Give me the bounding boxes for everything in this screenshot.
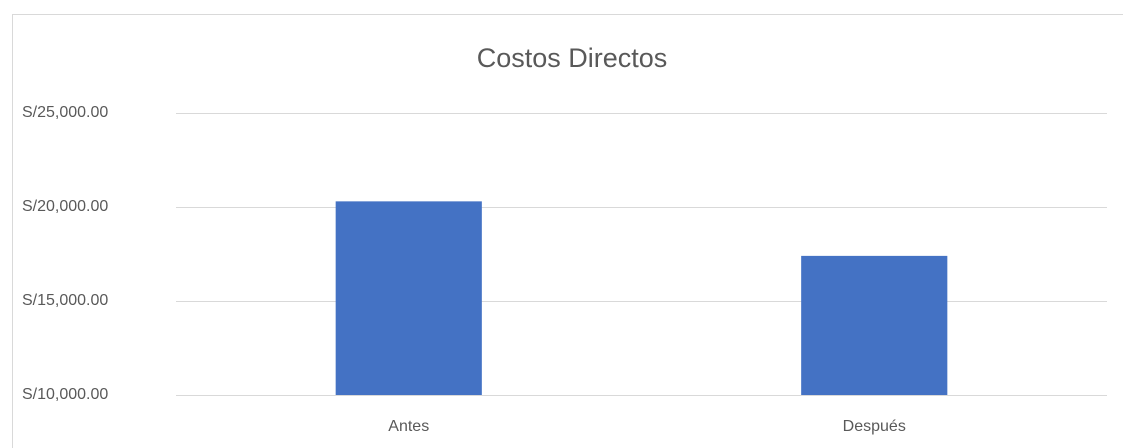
chart-title: Costos Directos bbox=[477, 43, 668, 73]
bar bbox=[335, 201, 482, 395]
y-tick-label: S/10,000.00 bbox=[22, 386, 108, 403]
y-tick-label: S/15,000.00 bbox=[22, 292, 108, 309]
bar bbox=[801, 255, 948, 395]
x-tick-label: Antes bbox=[388, 418, 429, 435]
chart-border bbox=[12, 14, 1123, 448]
y-tick-label: S/20,000.00 bbox=[22, 198, 108, 215]
x-tick-label: Después bbox=[843, 418, 906, 435]
y-tick-label: S/25,000.00 bbox=[22, 104, 108, 121]
